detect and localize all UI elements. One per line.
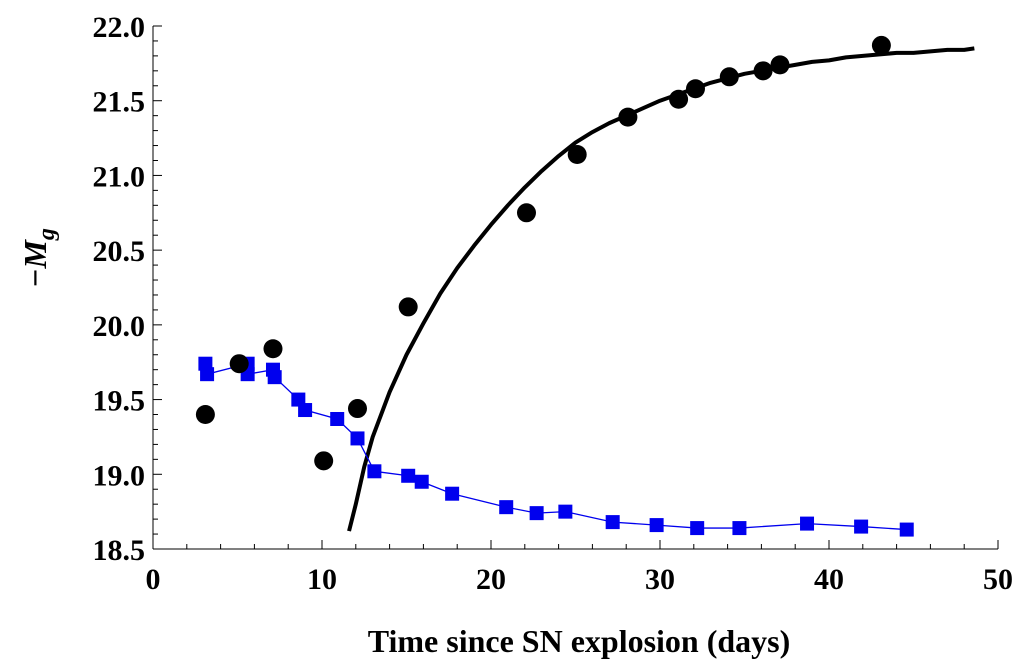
square-marker [445, 486, 460, 501]
circle-marker [669, 89, 689, 109]
x-tick-label: 0 [146, 563, 161, 596]
square-marker-series [198, 356, 914, 537]
x-tick-label: 20 [476, 563, 506, 596]
y-tick-label: 20.5 [93, 235, 146, 268]
x-tick-label: 30 [645, 563, 675, 596]
circle-marker [229, 354, 249, 374]
square-marker [414, 474, 429, 489]
square-series-line [204, 362, 907, 531]
axes: 0 10 20 30 40 50 18.5 19.0 19.5 20.0 20.5 21.0 21.5 2… [93, 11, 1014, 596]
square-marker [499, 500, 514, 515]
square-marker [558, 504, 573, 519]
circle-marker [719, 67, 739, 87]
square-marker [298, 403, 313, 418]
y-tick-label: 20.0 [93, 310, 146, 343]
square-marker [350, 431, 365, 446]
x-axis-title: Time since SN explosion (days) [368, 623, 791, 659]
square-marker [732, 521, 747, 536]
y-axis-title-main: −M [17, 239, 53, 288]
y-tick-label: 21.5 [93, 86, 146, 119]
circle-marker [685, 79, 705, 99]
y-axis-title-subscript: g [34, 228, 60, 241]
x-tick-label: 10 [307, 563, 337, 596]
square-marker [690, 521, 705, 536]
circle-marker [398, 297, 418, 317]
circle-marker [770, 55, 790, 75]
square-marker [267, 370, 282, 385]
y-axis-title: −Mg [17, 228, 60, 288]
square-marker [800, 516, 815, 531]
square-marker [649, 518, 664, 533]
square-marker [401, 468, 416, 483]
circle-marker [871, 35, 891, 55]
y-tick-label: 22.0 [93, 11, 146, 44]
y-tick-label: 19.0 [93, 459, 146, 492]
circle-marker [753, 61, 773, 81]
x-tick-label: 50 [983, 563, 1013, 596]
square-marker [605, 515, 620, 530]
circle-marker [263, 339, 283, 359]
square-marker [854, 519, 869, 534]
model-curve-series [347, 46, 975, 532]
square-marker [367, 464, 382, 479]
y-tick-label: 21.0 [93, 160, 146, 193]
square-marker [330, 411, 345, 426]
model-curve-line [347, 46, 975, 532]
circle-marker [618, 107, 638, 127]
circle-marker [567, 145, 587, 165]
square-marker [899, 522, 914, 537]
circle-marker [195, 405, 215, 425]
square-marker [529, 506, 544, 521]
x-tick-label: 40 [814, 563, 844, 596]
square-marker [200, 367, 215, 382]
circle-marker [516, 203, 536, 223]
circle-marker [347, 399, 367, 419]
y-tick-label: 19.5 [93, 385, 146, 418]
circle-marker-series [195, 35, 891, 471]
y-tick-label: 18.5 [93, 534, 146, 567]
circle-marker [314, 451, 334, 471]
